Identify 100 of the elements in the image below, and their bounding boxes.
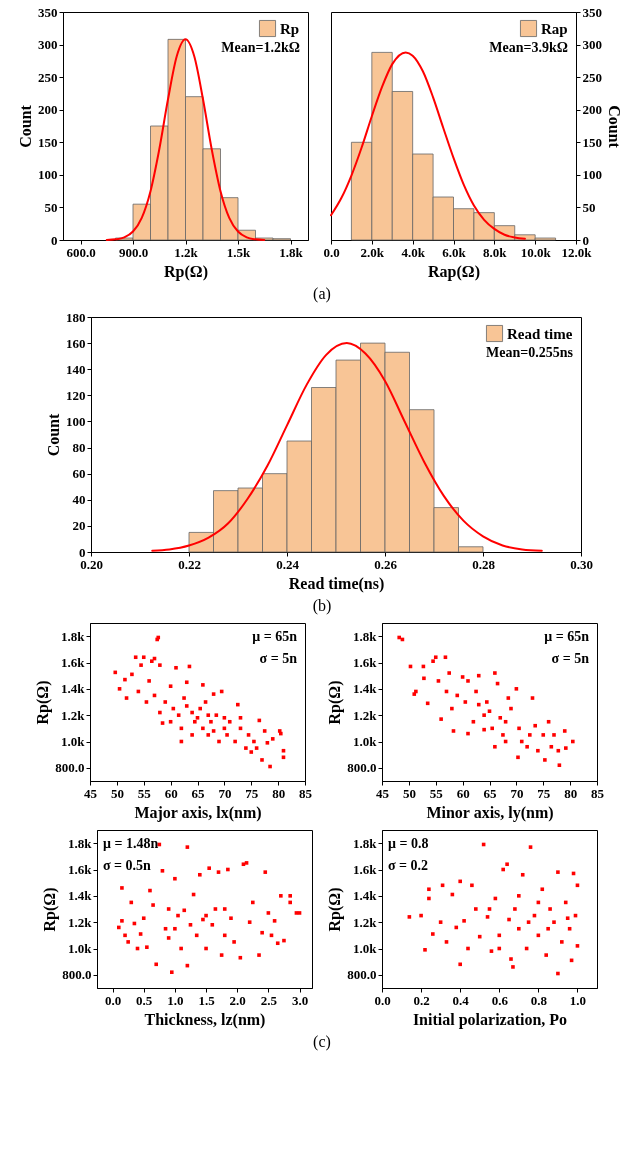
point	[397, 635, 401, 640]
point	[514, 687, 519, 691]
y-tick-label: 1.4k	[353, 681, 378, 697]
y-tick-label: 1.0k	[61, 734, 86, 749]
point	[497, 946, 502, 951]
y-tick-label: 20	[72, 518, 86, 534]
point	[497, 933, 502, 938]
point	[451, 729, 456, 733]
x-tick-label: 0.0	[104, 992, 122, 1008]
annotation: Mean=0.255ns	[486, 345, 574, 360]
point	[466, 679, 470, 683]
point	[485, 700, 489, 704]
x-tick-label: 6.0k	[441, 244, 467, 260]
point	[513, 907, 517, 911]
point	[546, 719, 551, 724]
y-tick-label: 350	[37, 4, 57, 20]
point	[470, 883, 474, 888]
x-tick-label: 0.26	[374, 556, 398, 572]
point	[455, 693, 460, 698]
y2-tick-label: 250	[582, 69, 602, 85]
y-tick-label: 40	[72, 492, 86, 508]
point	[571, 739, 575, 744]
y-tick-label: 1.0k	[68, 941, 93, 956]
x-tick-label: 85	[591, 785, 605, 801]
y-tick-label: 200	[37, 102, 57, 118]
x-axis-title: Rap(Ω)	[427, 262, 480, 281]
x-axis-title: Minor axis, ly(nm)	[426, 803, 554, 822]
point	[460, 675, 465, 679]
y-axis-title: Rp(Ω)	[34, 680, 53, 725]
point	[517, 926, 521, 931]
x-tick-label: 60	[164, 785, 178, 801]
point	[525, 744, 529, 749]
point	[557, 763, 562, 767]
annotation: μ = 1.48n	[103, 836, 159, 851]
y-tick-label: 140	[66, 361, 86, 377]
x-axis-title: Rp(Ω)	[163, 262, 208, 281]
point	[471, 719, 476, 724]
y-tick-label: 1.8k	[353, 835, 378, 851]
x-tick-label: 0.0	[374, 992, 391, 1008]
x-tick-label: 70	[510, 785, 524, 801]
point	[563, 900, 568, 905]
point	[520, 872, 525, 877]
point	[541, 733, 546, 737]
point	[562, 729, 567, 733]
point	[552, 920, 556, 924]
x-axis-title: Major axis, lx(nm)	[134, 803, 262, 822]
y-tick-label: 1.2k	[68, 914, 93, 930]
point	[528, 845, 533, 849]
y-tick-label: 1.2k	[61, 707, 86, 723]
point	[498, 716, 503, 720]
point	[476, 673, 481, 678]
point	[422, 676, 426, 681]
y-tick-label: 0	[50, 232, 57, 248]
point	[474, 689, 478, 694]
point	[567, 926, 572, 931]
x-axis-title: Thickness, lz(nm)	[144, 1010, 266, 1029]
y2-tick-label: 200	[582, 102, 602, 118]
x-tick-label: 55	[137, 785, 152, 801]
point	[466, 731, 470, 736]
x-tick-label: 60	[456, 785, 470, 801]
x-tick-label: 50	[110, 785, 124, 801]
y-tick-label: 150	[37, 134, 57, 150]
y2-tick-label: 350	[582, 4, 602, 20]
y-tick-label: 1.2k	[353, 707, 378, 723]
point	[444, 940, 449, 944]
point	[526, 920, 531, 924]
point	[440, 883, 445, 888]
y2-tick-label: 50	[582, 199, 595, 215]
point	[509, 957, 513, 961]
point	[503, 719, 508, 724]
x-tick-label: 0.24	[276, 556, 300, 572]
annotation: σ = 5n	[551, 651, 590, 666]
point	[507, 917, 511, 922]
x-tick-label: 75	[537, 785, 551, 801]
text: (b)	[311, 596, 333, 617]
x-axis-title: Initial polarization, Po	[412, 1010, 568, 1029]
x-tick-label: 0.28	[472, 556, 496, 572]
annotation: μ = 65n	[252, 629, 298, 644]
point	[427, 887, 431, 892]
x-tick-label: 80	[272, 785, 286, 801]
x-tick-label: 65	[483, 785, 497, 801]
point	[407, 915, 412, 919]
x-tick-label: 0.6	[491, 992, 509, 1008]
point	[482, 713, 486, 717]
legend-label: Rp	[279, 20, 299, 37]
y2-tick-label: 300	[582, 37, 602, 53]
point	[530, 696, 535, 700]
x-tick-label: 0.5	[136, 992, 153, 1008]
x-tick-label: 4.0k	[400, 244, 426, 260]
y2-tick-label: 150	[582, 134, 602, 150]
x-tick-label: 45	[376, 785, 390, 801]
point	[474, 907, 478, 911]
point	[489, 949, 494, 953]
point	[458, 879, 462, 884]
x-tick-label: 1.8k	[278, 244, 304, 260]
y-tick-label: 120	[66, 387, 86, 403]
point	[431, 932, 435, 936]
x-tick-label: 2.0k	[360, 244, 385, 260]
x-tick-label: 1.0	[167, 992, 184, 1008]
x-tick-label: 2.0	[229, 992, 246, 1008]
